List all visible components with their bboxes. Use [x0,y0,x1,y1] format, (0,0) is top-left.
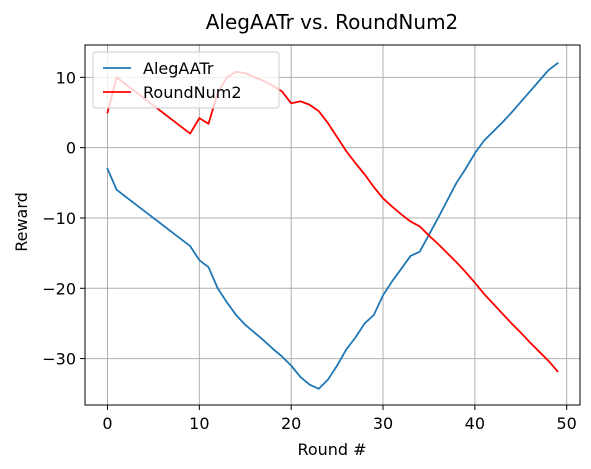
y-axis-label: Reward [12,192,31,252]
x-tick-label: 20 [281,414,301,433]
x-tick-label: 0 [102,414,112,433]
x-tick-label: 30 [373,414,393,433]
series-lines [106,62,559,390]
x-tick-label: 40 [465,414,485,433]
series-line-roundnum2 [106,70,559,373]
y-tick-label: 0 [66,139,76,158]
y-tick-label: −30 [42,350,76,369]
x-tick-label: 50 [557,414,577,433]
chart-title: AlegAATr vs. RoundNum2 [206,10,459,34]
legend-label: AlegAATr [143,59,214,78]
series-line-alegaatr [106,62,559,390]
ticks: 0 10 20 30 40 50 −30 −20 −10 0 10 [42,68,577,433]
x-tick-label: 10 [189,414,209,433]
x-axis-label: Round # [297,440,366,459]
legend-box [92,51,280,109]
y-tick-label: 10 [56,68,76,87]
plot-frame [84,44,581,406]
legend-label: RoundNum2 [143,83,242,102]
legend: AlegAATr RoundNum2 [92,51,280,109]
y-tick-label: −20 [42,279,76,298]
y-tick-label: −10 [42,209,76,228]
